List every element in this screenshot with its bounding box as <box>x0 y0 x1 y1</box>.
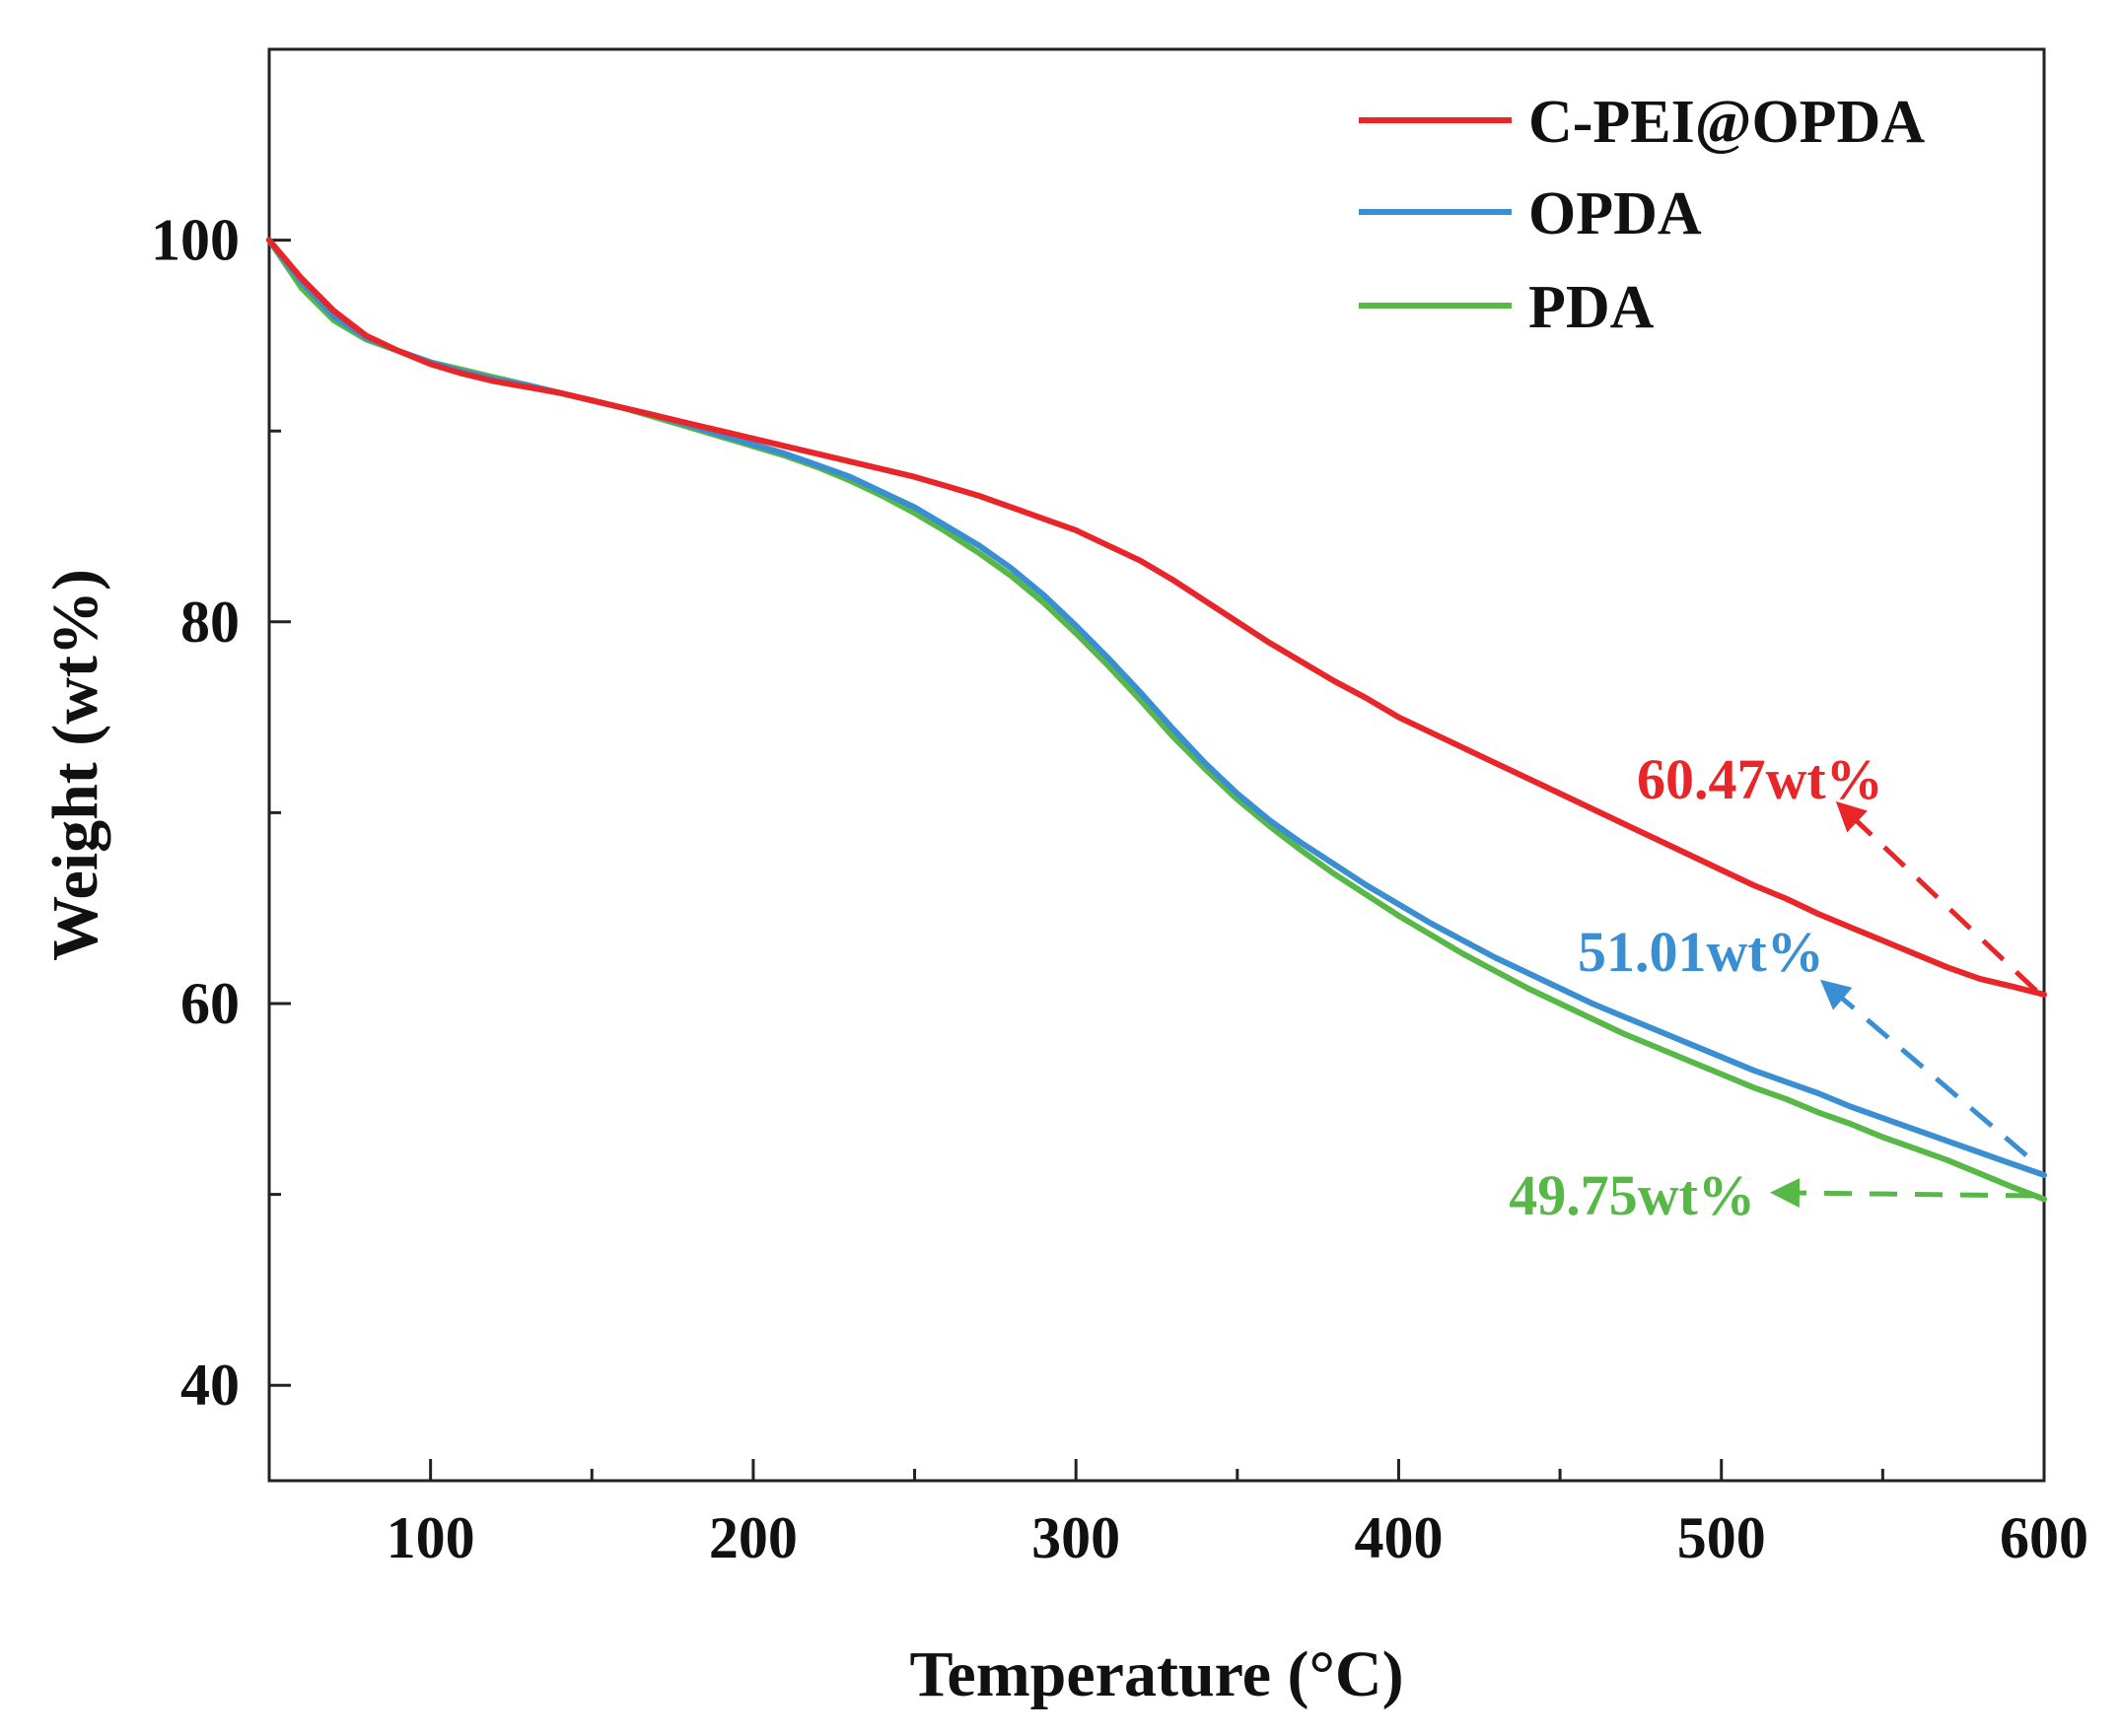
series-line-c-pei-opda <box>266 237 2047 998</box>
x-tick-label: 300 <box>1031 1505 1120 1570</box>
y-tick-label: 100 <box>151 208 240 273</box>
annotation-label: 49.75wt% <box>1509 1163 1755 1227</box>
legend-label: PDA <box>1528 274 1655 341</box>
x-axis-ticks: 100 200 300 400 500 600 <box>387 1459 2088 1570</box>
y-axis-title: Weight (wt%) <box>39 569 111 961</box>
legend: C-PEI@OPDA OPDA PDA <box>1359 89 1925 341</box>
x-tick-label: 100 <box>387 1505 475 1570</box>
x-tick-label: 500 <box>1677 1505 1766 1570</box>
annotation-label: 51.01wt% <box>1578 920 1824 984</box>
legend-label: OPDA <box>1528 180 1702 247</box>
x-axis-title: Temperature (°C) <box>909 1638 1403 1710</box>
annotation-arrow <box>1819 979 2028 1157</box>
x-tick-label: 600 <box>2000 1505 2088 1570</box>
annotation-label: 60.47wt% <box>1637 747 1883 811</box>
x-tick-label: 200 <box>709 1505 798 1570</box>
legend-label: C-PEI@OPDA <box>1528 89 1925 156</box>
annotation-arrow <box>1770 1178 2034 1209</box>
y-tick-label: 80 <box>180 590 240 655</box>
series-layer <box>266 237 2047 1203</box>
y-tick-label: 40 <box>180 1353 240 1418</box>
y-axis-ticks: 40 60 80 100 <box>151 208 291 1418</box>
plot-frame <box>267 47 2046 1483</box>
series-line-opda <box>266 237 2047 1178</box>
series-line-pda <box>266 237 2047 1203</box>
y-tick-label: 60 <box>180 971 240 1036</box>
annotation-layer: 60.47wt% 51.01wt% 49.75wt% <box>1509 747 2038 1227</box>
x-tick-label: 400 <box>1354 1505 1443 1570</box>
